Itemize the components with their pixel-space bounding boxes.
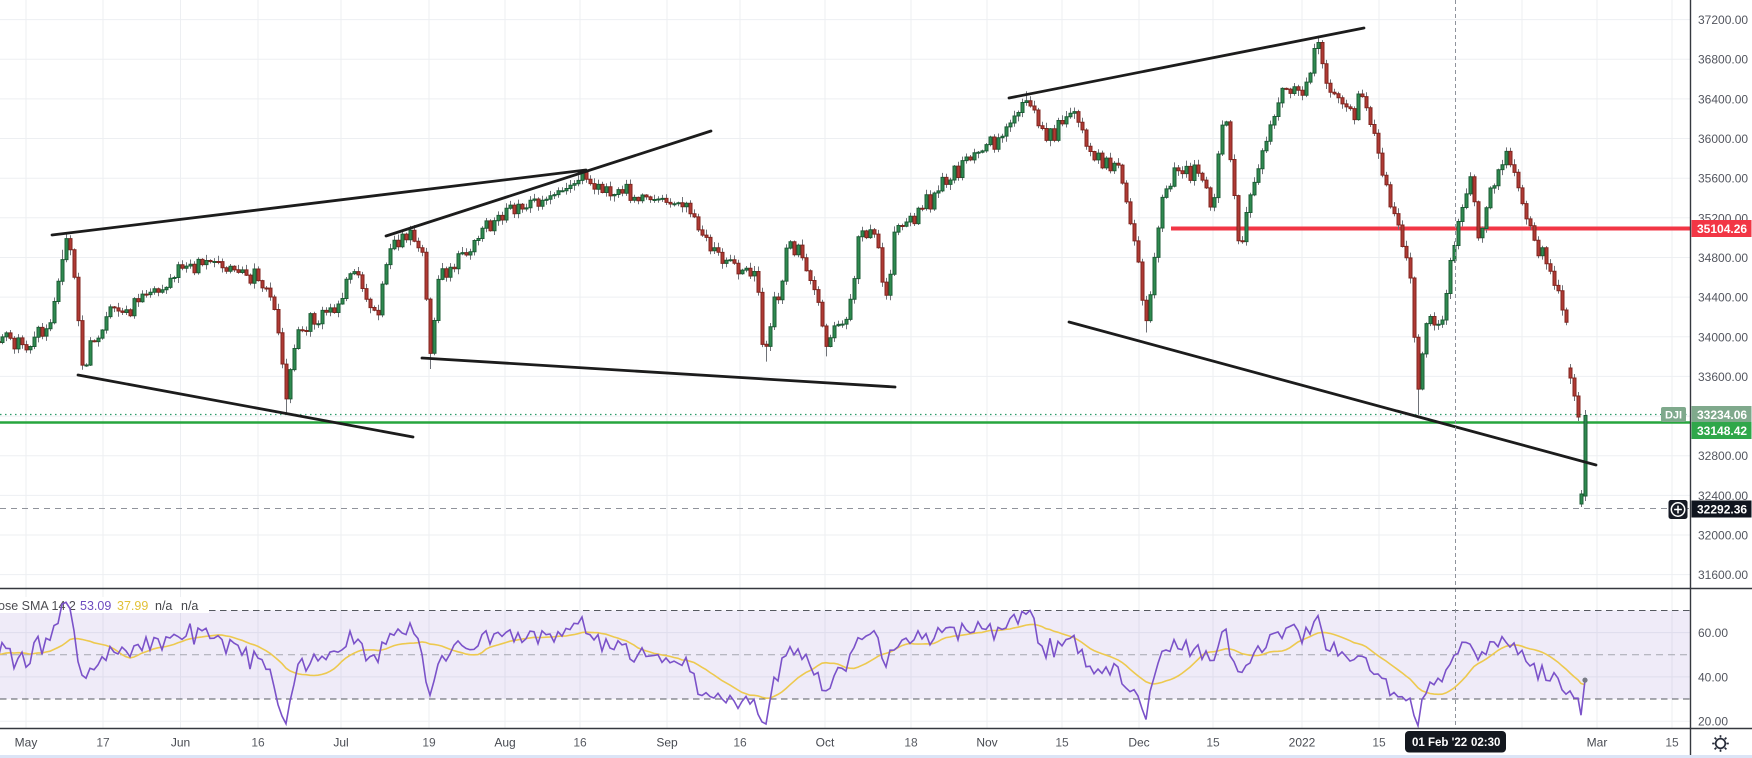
svg-text:60.00: 60.00 — [1698, 626, 1728, 640]
svg-text:32000.00: 32000.00 — [1698, 529, 1748, 543]
svg-text:01 Feb '22: 01 Feb '22 — [1412, 737, 1467, 749]
svg-text:36400.00: 36400.00 — [1698, 92, 1748, 106]
svg-text:Jun: Jun — [171, 736, 190, 750]
svg-text:n/a: n/a — [181, 599, 198, 613]
svg-text:ose SMA 14 2: ose SMA 14 2 — [0, 599, 76, 613]
svg-text:18: 18 — [904, 736, 918, 750]
svg-text:Nov: Nov — [976, 736, 997, 750]
svg-text:33600.00: 33600.00 — [1698, 370, 1748, 384]
svg-text:40.00: 40.00 — [1698, 670, 1728, 684]
svg-text:34000.00: 34000.00 — [1698, 330, 1748, 344]
svg-text:37.99: 37.99 — [117, 599, 148, 613]
svg-text:34800.00: 34800.00 — [1698, 251, 1748, 265]
svg-text:35600.00: 35600.00 — [1698, 172, 1748, 186]
svg-text:16: 16 — [733, 736, 747, 750]
svg-text:Dec: Dec — [1128, 736, 1149, 750]
svg-text:Aug: Aug — [494, 736, 515, 750]
svg-text:37200.00: 37200.00 — [1698, 13, 1748, 27]
svg-text:Jul: Jul — [333, 736, 348, 750]
svg-text:02:30: 02:30 — [1471, 737, 1500, 749]
svg-text:36800.00: 36800.00 — [1698, 53, 1748, 67]
svg-text:15: 15 — [1372, 736, 1386, 750]
svg-text:31600.00: 31600.00 — [1698, 568, 1748, 582]
svg-text:2022: 2022 — [1289, 736, 1316, 750]
svg-text:Sep: Sep — [656, 736, 678, 750]
svg-text:19: 19 — [422, 736, 436, 750]
svg-text:33234.06: 33234.06 — [1697, 408, 1747, 422]
svg-text:Mar: Mar — [1587, 736, 1608, 750]
svg-text:20.00: 20.00 — [1698, 715, 1728, 729]
svg-text:17: 17 — [96, 736, 110, 750]
svg-text:15: 15 — [1665, 736, 1679, 750]
svg-text:15: 15 — [1055, 736, 1069, 750]
svg-text:Oct: Oct — [816, 736, 835, 750]
svg-text:35104.26: 35104.26 — [1697, 222, 1747, 236]
svg-text:36000.00: 36000.00 — [1698, 132, 1748, 146]
svg-text:n/a: n/a — [155, 599, 172, 613]
svg-text:32400.00: 32400.00 — [1698, 489, 1748, 503]
svg-text:32800.00: 32800.00 — [1698, 449, 1748, 463]
svg-text:53.09: 53.09 — [80, 599, 111, 613]
svg-text:May: May — [15, 736, 38, 750]
svg-text:16: 16 — [251, 736, 265, 750]
svg-text:34400.00: 34400.00 — [1698, 291, 1748, 305]
svg-text:33148.42: 33148.42 — [1697, 424, 1747, 438]
svg-text:16: 16 — [573, 736, 587, 750]
svg-text:32292.36: 32292.36 — [1697, 503, 1747, 517]
svg-text:15: 15 — [1206, 736, 1220, 750]
svg-text:DJI: DJI — [1665, 410, 1682, 422]
